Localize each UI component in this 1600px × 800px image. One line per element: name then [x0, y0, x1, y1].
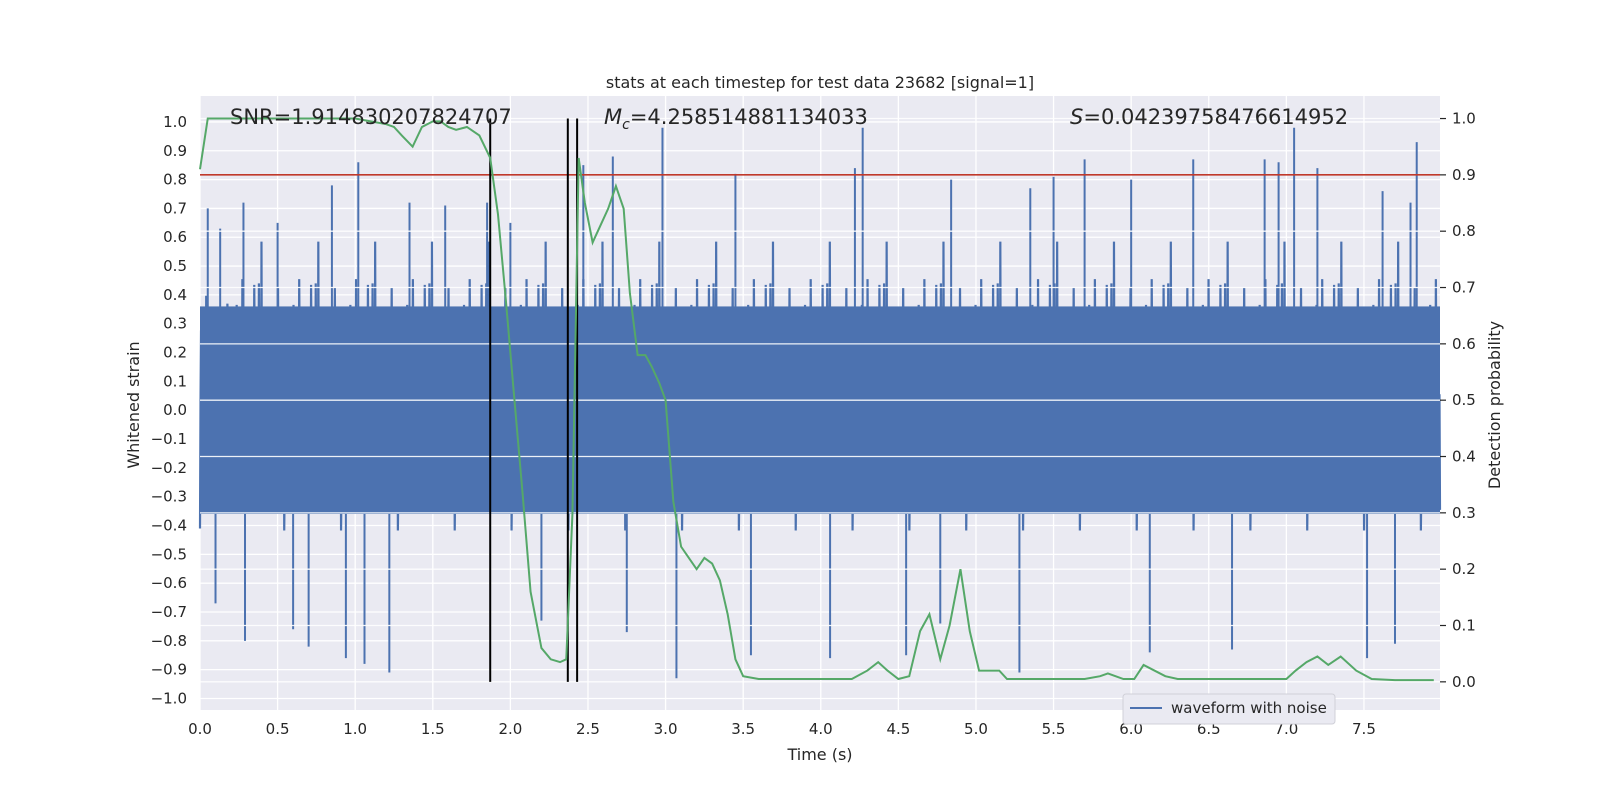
y-left-tick-label-13: 0.3: [163, 315, 187, 333]
y-left-tick-label-12: 0.2: [163, 344, 187, 362]
waveform-series: [198, 127, 1442, 679]
snr-label: SNR=: [230, 105, 291, 129]
x-tick-label-11: 5.5: [1042, 720, 1066, 738]
x-tick-label-8: 4.0: [809, 720, 833, 738]
y-left-tick-label-2: −0.8: [151, 632, 187, 650]
y-left-tick-label-5: −0.5: [151, 545, 187, 563]
y-right-tick-label-3: 0.3: [1452, 504, 1476, 522]
y-left-axis-label: Whitened strain: [124, 341, 143, 468]
chart-title: stats at each timestep for test data 236…: [606, 73, 1034, 92]
y-left-tick-label-15: 0.5: [163, 257, 187, 275]
x-tick-label-1: 0.5: [266, 720, 290, 738]
y-left-tick-label-18: 0.8: [163, 171, 187, 189]
y-left-tick-label-10: 0.0: [163, 401, 187, 419]
x-tick-label-0: 0.0: [188, 720, 212, 738]
s-symbol: S: [1070, 105, 1083, 129]
x-tick-label-4: 2.0: [498, 720, 522, 738]
probability-line: [199, 117, 1434, 682]
waveform-band: [200, 306, 1440, 514]
x-tick-label-5: 2.5: [576, 720, 600, 738]
y-right-tick-label-9: 0.9: [1452, 166, 1476, 184]
y-left-tick-label-4: −0.6: [151, 574, 187, 592]
y-right-tick-label-5: 0.5: [1452, 391, 1476, 409]
snr-annotation: SNR=1.914830207824707: [230, 105, 512, 129]
x-tick-label-10: 5.0: [964, 720, 988, 738]
x-ticks: 0.0 0.5 1.0 1.5 2.0 2.5 3.0 3.5 4.0 4.5 5.0 5.5 6.0 6…: [188, 720, 1376, 738]
mc-subscript: c: [622, 117, 630, 133]
y-left-tick-label-1: −0.9: [151, 661, 187, 679]
x-tick-label-7: 3.5: [731, 720, 755, 738]
y-right-tick-label-10: 1.0: [1452, 110, 1476, 128]
y-left-tick-label-20: 1.0: [163, 113, 187, 131]
y-left-tick-label-11: 0.1: [163, 372, 187, 390]
y-right-ticks: 0.0 0.1 0.2 0.3 0.4 0.5 0.6 0.7 0.8 0.9 1.0: [1440, 110, 1476, 691]
y-left-tick-label-6: −0.4: [151, 517, 187, 535]
x-axis-label: Time (s): [786, 745, 852, 764]
grid-overlay: [200, 117, 1440, 683]
x-tick-label-6: 3.0: [654, 720, 678, 738]
y-left-tick-label-19: 0.9: [163, 142, 187, 160]
x-tick-label-9: 4.5: [886, 720, 910, 738]
s-value: =0.04239758476614952: [1083, 105, 1348, 129]
y-right-tick-label-8: 0.8: [1452, 222, 1476, 240]
y-left-tick-label-7: −0.3: [151, 488, 187, 506]
y-left-tick-label-16: 0.6: [163, 228, 187, 246]
probability-series: [199, 117, 1434, 682]
y-left-tick-label-0: −1.0: [151, 689, 187, 707]
y-right-tick-label-4: 0.4: [1452, 448, 1476, 466]
x-tick-label-3: 1.5: [421, 720, 445, 738]
legend-entry-waveform: waveform with noise: [1171, 699, 1327, 717]
snr-value: 1.914830207824707: [291, 105, 511, 129]
x-tick-label-15: 7.5: [1352, 720, 1376, 738]
legend: waveform with noise: [1122, 693, 1336, 725]
mc-annotation: Mc=4.258514881134033: [604, 105, 868, 133]
y-right-tick-label-2: 0.2: [1452, 560, 1476, 578]
x-tick-label-2: 1.0: [343, 720, 367, 738]
y-right-tick-label-6: 0.6: [1452, 335, 1476, 353]
y-left-tick-label-9: −0.1: [151, 430, 187, 448]
y-right-axis-label: Detection probability: [1485, 321, 1504, 489]
y-right-tick-label-0: 0.0: [1452, 673, 1476, 691]
y-left-tick-label-14: 0.4: [163, 286, 187, 304]
y-left-tick-label-3: −0.7: [151, 603, 187, 621]
y-left-tick-label-17: 0.7: [163, 199, 187, 217]
y-right-tick-label-7: 0.7: [1452, 279, 1476, 297]
y-right-tick-label-1: 0.1: [1452, 617, 1476, 635]
y-left-tick-label-8: −0.2: [151, 459, 187, 477]
mc-value: =4.258514881134033: [630, 105, 868, 129]
y-left-ticks: −1.0 −0.9 −0.8 −0.7 −0.6 −0.5 −0.4 −0.3 −0.2 −0.1…: [151, 113, 187, 708]
mc-symbol: M: [604, 105, 622, 129]
legend-box: [1122, 693, 1336, 725]
s-annotation: S=0.04239758476614952: [1070, 105, 1348, 129]
